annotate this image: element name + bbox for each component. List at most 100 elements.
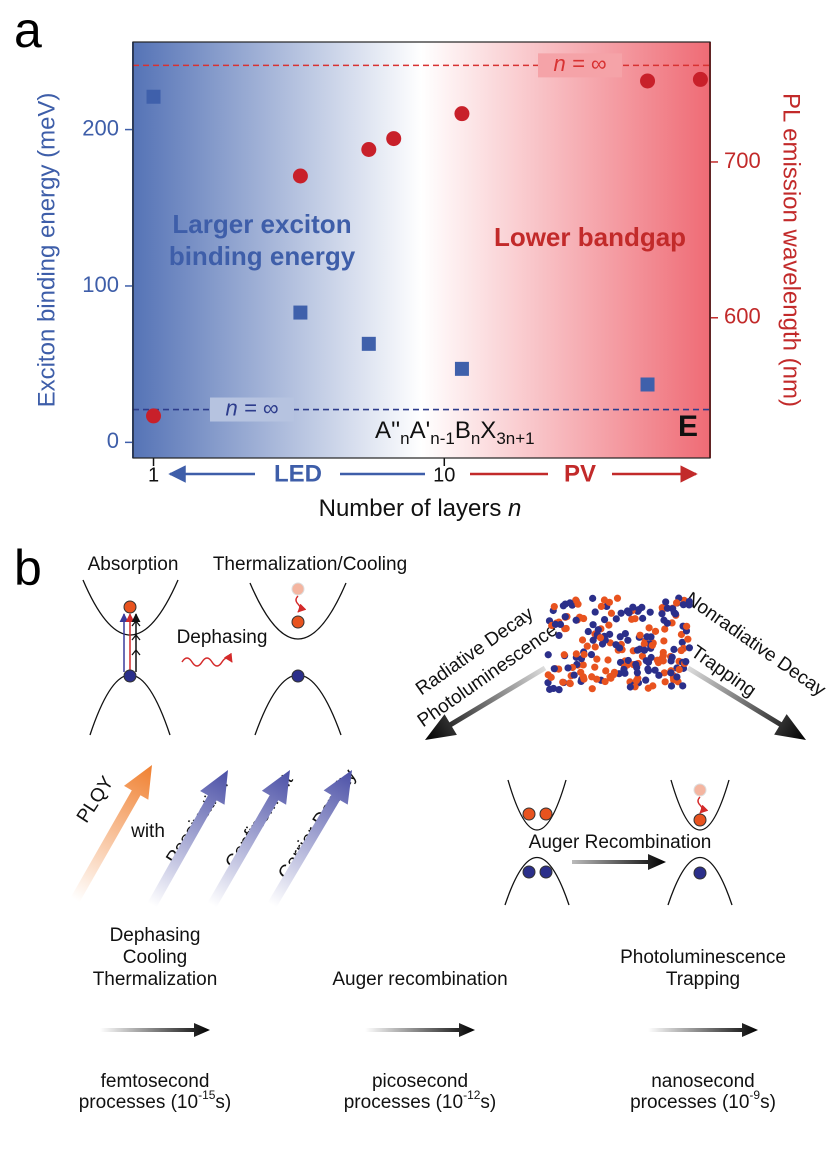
particle	[652, 628, 659, 635]
particle	[592, 643, 599, 650]
particle	[606, 599, 613, 606]
particle	[545, 651, 552, 658]
point	[362, 337, 376, 351]
particle	[658, 610, 665, 617]
annotation: LED	[274, 460, 322, 487]
particle	[561, 651, 568, 658]
particle	[638, 604, 645, 611]
y2-tick-label: 600	[724, 304, 761, 329]
particle	[662, 598, 669, 605]
particle	[589, 685, 596, 692]
formula-part: A'	[410, 417, 431, 444]
formula-part: X	[480, 417, 496, 444]
particle	[670, 646, 677, 653]
particle	[604, 656, 611, 663]
particle	[624, 637, 631, 644]
label: Dephasing	[177, 627, 268, 648]
point	[361, 142, 376, 157]
particle	[601, 616, 608, 623]
particle	[580, 661, 587, 668]
reference-label: n = ∞	[554, 51, 607, 76]
particle	[584, 643, 591, 650]
particle	[606, 631, 613, 638]
particle	[660, 637, 667, 644]
particle	[671, 609, 678, 616]
point	[386, 131, 401, 146]
label: PLQY	[73, 772, 118, 826]
particle	[612, 641, 619, 648]
annotation: PV	[564, 460, 596, 487]
timescale-range: processes (10-15s)	[79, 1088, 232, 1113]
particle	[664, 620, 671, 627]
process-label: Thermalization	[93, 969, 218, 990]
process-label: Cooling	[123, 947, 187, 968]
particle	[610, 671, 617, 678]
particle	[679, 682, 686, 689]
formula-part: A''	[375, 417, 400, 444]
particle	[591, 664, 598, 671]
particle	[649, 642, 656, 649]
particle	[664, 605, 671, 612]
point	[293, 306, 307, 320]
particle	[608, 610, 615, 617]
point	[147, 90, 161, 104]
point	[640, 73, 655, 88]
particle	[639, 615, 646, 622]
particle	[555, 632, 562, 639]
particle	[562, 613, 569, 620]
particle	[602, 678, 609, 685]
point	[454, 106, 469, 121]
panel-label: a	[14, 2, 42, 58]
y-tick-label: 100	[82, 272, 119, 297]
range-suffix: s)	[760, 1092, 776, 1113]
y-axis-label: Exciton binding energy (meV)	[33, 93, 60, 408]
particle	[580, 676, 587, 683]
reference-label: n = ∞	[226, 395, 279, 420]
range-exponent: -12	[463, 1088, 481, 1102]
particle	[557, 621, 564, 628]
particle	[589, 621, 596, 628]
particle	[564, 664, 571, 671]
particle	[678, 647, 685, 654]
figure: a b n = ∞n = ∞ Larger exciton binding en…	[0, 0, 836, 1168]
formula-sub: n	[471, 429, 480, 448]
particle	[680, 601, 687, 608]
range-prefix: processes (10	[344, 1092, 463, 1113]
x-label-text: Number of layers	[319, 495, 502, 522]
label: Absorption	[88, 554, 179, 575]
particle	[614, 595, 621, 602]
y-tick-label: 0	[107, 428, 119, 453]
particle	[597, 634, 604, 641]
particle	[621, 670, 628, 677]
range-prefix: processes (10	[630, 1092, 749, 1113]
particle	[579, 636, 586, 643]
particle	[580, 615, 587, 622]
particle	[667, 669, 674, 676]
point	[641, 377, 655, 391]
particle	[567, 680, 574, 687]
particle	[571, 671, 578, 678]
arrow	[572, 854, 666, 870]
label: with	[130, 821, 165, 842]
process-label: Auger recombination	[332, 969, 507, 990]
point	[146, 408, 161, 423]
particle	[662, 678, 669, 685]
arrow	[365, 1023, 475, 1037]
x-axis-label: Number of layers n	[319, 495, 522, 522]
process-label: Photoluminescence	[620, 947, 786, 968]
particle	[551, 665, 558, 672]
timescale-range: processes (10-9s)	[630, 1088, 776, 1113]
particle	[573, 617, 580, 624]
formula-sub: n	[400, 429, 409, 448]
panel-b: Absorption Thermalization/Cooling Dephas…	[71, 554, 830, 1113]
particle	[633, 677, 640, 684]
particle	[641, 647, 648, 654]
formula-sub: 3n+1	[496, 429, 534, 448]
x-label-symbol: n	[508, 495, 521, 522]
particle	[592, 608, 599, 615]
particle	[641, 640, 648, 647]
range-exponent: -9	[749, 1088, 760, 1102]
timescale-range: processes (10-12s)	[344, 1088, 497, 1113]
particle	[654, 657, 661, 664]
range-exponent: -15	[198, 1088, 216, 1102]
